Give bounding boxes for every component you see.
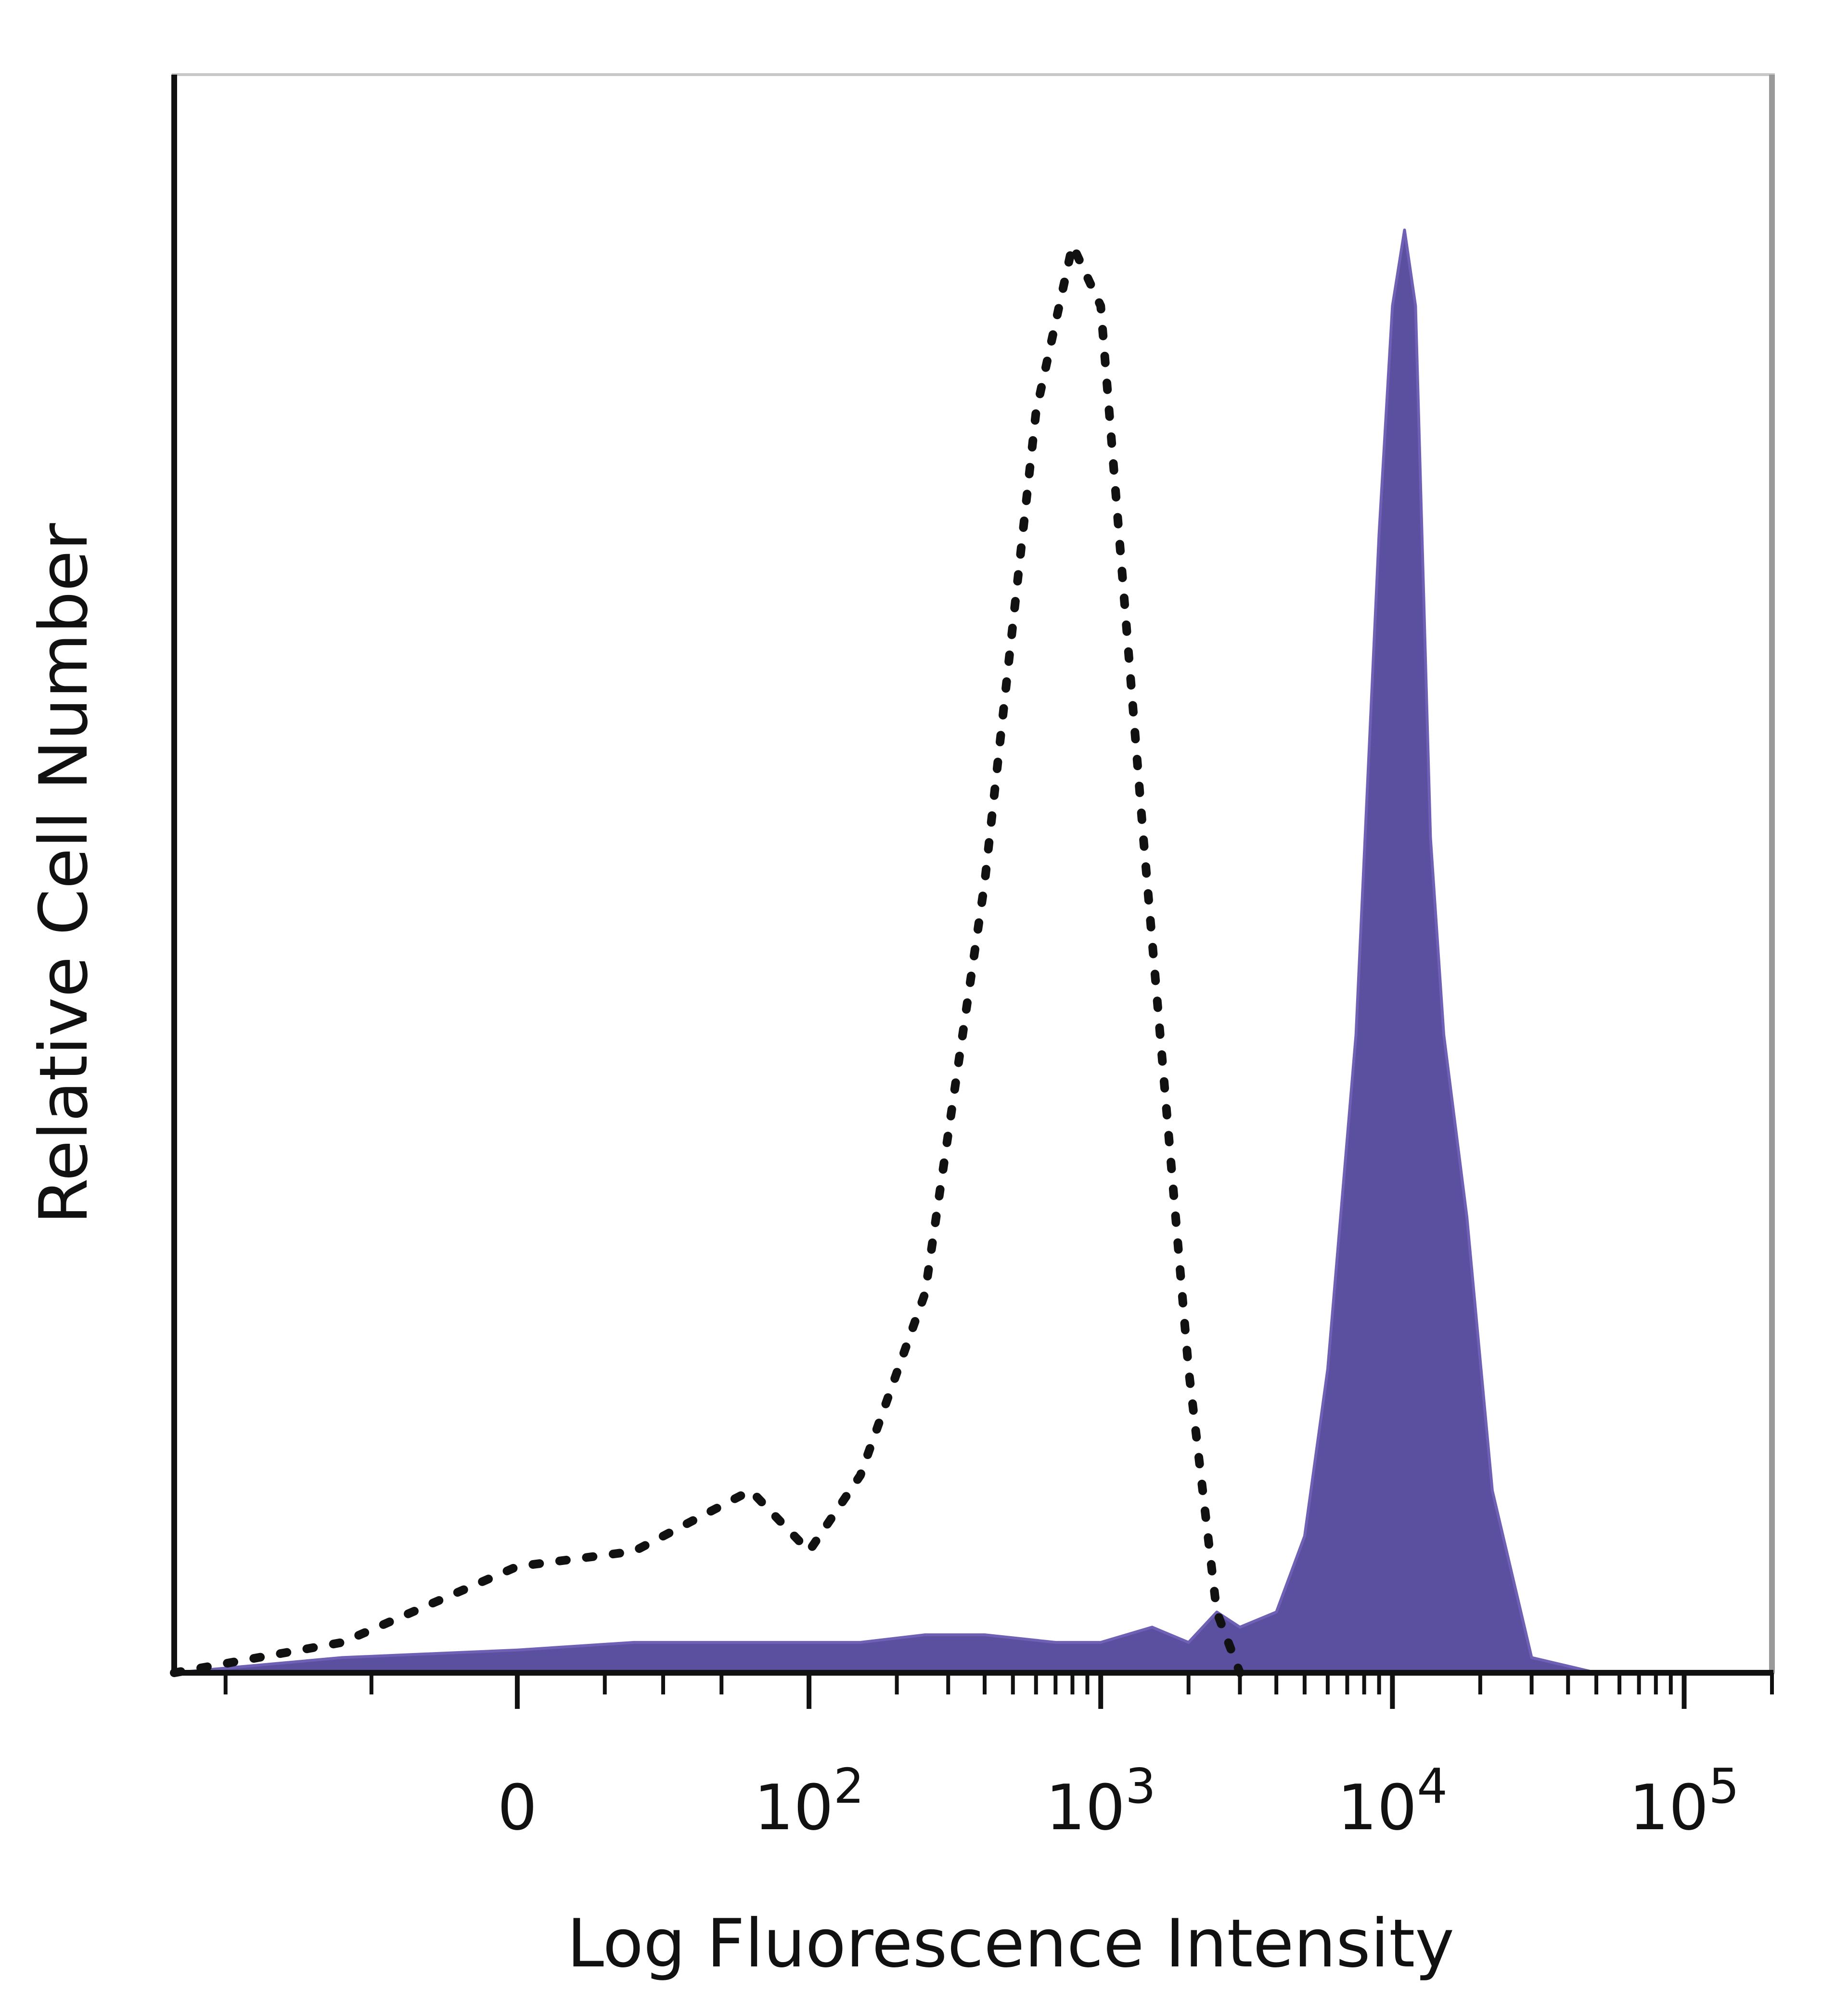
x-tick-label: 105 [1629,1758,1739,1844]
x-tick-label-exponent: 5 [1708,1758,1739,1814]
x-tick-label: 104 [1337,1758,1448,1844]
x-tick-label: 102 [754,1758,864,1844]
dotted-histogram-series [170,241,1245,1677]
filled-histogram-series [173,228,1773,1674]
y-axis-title: Relative Cell Number [25,523,103,1224]
x-tick-label-exponent: 4 [1417,1758,1448,1814]
chart-marks [170,228,1773,1677]
x-tick-label-exponent: 3 [1125,1758,1156,1814]
x-axis-title: Log Fluorescence Intensity [567,1905,1454,1982]
plot-frame [172,73,1775,1674]
x-tick-label-base: 10 [754,1771,834,1844]
x-tick-label-exponent: 2 [834,1758,864,1814]
x-tick-label-base: 10 [1337,1771,1417,1844]
x-tick-label: 103 [1046,1758,1156,1844]
x-axis-ticks: 0 102 103 104 105 [223,1673,1774,1844]
x-tick-label-base: 10 [1046,1771,1125,1844]
x-tick-label-base: 10 [1629,1771,1708,1844]
x-tick-label: 0 [498,1771,538,1844]
